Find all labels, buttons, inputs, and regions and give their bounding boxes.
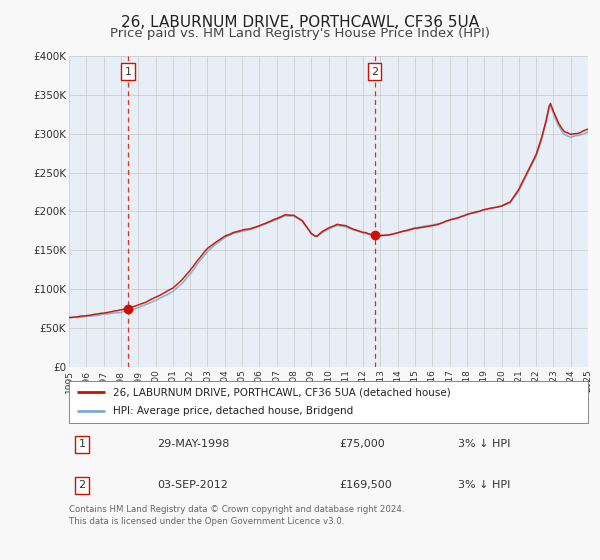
Text: 03-SEP-2012: 03-SEP-2012 — [157, 480, 228, 490]
Text: 26, LABURNUM DRIVE, PORTHCAWL, CF36 5UA (detached house): 26, LABURNUM DRIVE, PORTHCAWL, CF36 5UA … — [113, 387, 451, 397]
Text: 29-MAY-1998: 29-MAY-1998 — [157, 440, 230, 450]
Text: 1: 1 — [79, 440, 85, 450]
Text: 2: 2 — [371, 67, 378, 77]
Text: 2: 2 — [79, 480, 86, 490]
Text: Contains HM Land Registry data © Crown copyright and database right 2024.
This d: Contains HM Land Registry data © Crown c… — [69, 505, 404, 526]
Text: Price paid vs. HM Land Registry's House Price Index (HPI): Price paid vs. HM Land Registry's House … — [110, 27, 490, 40]
Text: 3% ↓ HPI: 3% ↓ HPI — [458, 480, 511, 490]
Text: £75,000: £75,000 — [339, 440, 385, 450]
Text: 26, LABURNUM DRIVE, PORTHCAWL, CF36 5UA: 26, LABURNUM DRIVE, PORTHCAWL, CF36 5UA — [121, 15, 479, 30]
Text: 3% ↓ HPI: 3% ↓ HPI — [458, 440, 511, 450]
Text: 1: 1 — [124, 67, 131, 77]
Text: £169,500: £169,500 — [339, 480, 392, 490]
Text: HPI: Average price, detached house, Bridgend: HPI: Average price, detached house, Brid… — [113, 407, 353, 417]
